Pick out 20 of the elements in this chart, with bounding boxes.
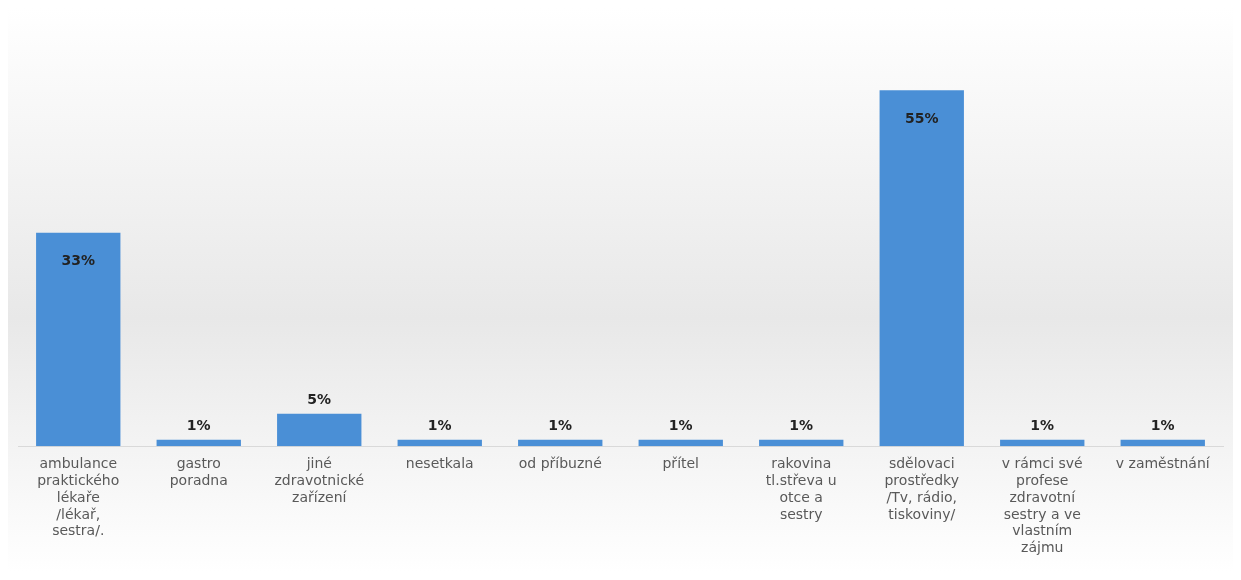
data-label: 55% [904,109,939,126]
data-label: 1% [668,417,693,434]
x-tick-label: rakovina tl.střeva u otce a sestry [765,455,837,522]
x-tick-label: gastro poradna [169,455,228,489]
x-tick-label: od příbuzné [518,455,602,472]
x-tick-label: ambulance praktického lékaře /lékař, sestra/. [37,455,120,539]
x-tick-label: v zaměstnání [1115,455,1211,472]
data-label: 1% [548,417,573,434]
data-label: 1% [427,417,452,434]
x-tick-label: v rámci své profese zdravotní sestry a ve vlastním zájmu [1001,455,1083,556]
data-label: 33% [61,252,96,269]
x-tick-label: nesetkala [405,455,474,472]
x-tick-label: sdělovaci prostředky /Tv, rádio, tiskoviny/ [884,455,960,522]
data-label: 1% [1150,417,1175,434]
x-tick-label: jiné zdravotnické zařízení [274,455,365,505]
data-label: 5% [307,391,332,408]
data-label: 1% [789,417,814,434]
data-label: 1% [186,417,211,434]
x-tick-label: přítel [662,455,700,472]
data-label: 1% [1030,417,1055,434]
